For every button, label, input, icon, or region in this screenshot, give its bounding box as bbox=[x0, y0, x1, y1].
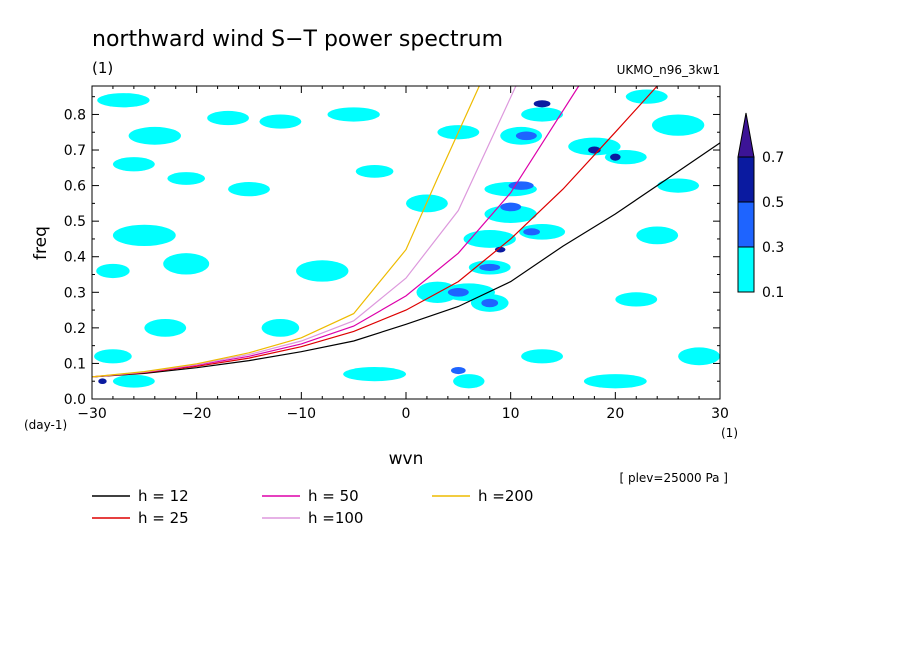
y-tick-label: 0.7 bbox=[64, 143, 86, 159]
legend-label-3: h =100 bbox=[308, 509, 363, 527]
contour-blob-38 bbox=[583, 374, 647, 389]
contour-blob-16 bbox=[355, 164, 394, 178]
y-tick-label: 0.3 bbox=[64, 285, 86, 301]
contour-blob-40 bbox=[453, 374, 485, 389]
contour-blob-51 bbox=[610, 153, 621, 161]
plot-frame bbox=[91, 85, 721, 400]
colorbar-label: 0.1 bbox=[762, 285, 784, 301]
y-tick-label: 0.4 bbox=[64, 250, 86, 266]
x-tick-label: 0 bbox=[402, 406, 411, 422]
y-tick-label: 0.1 bbox=[64, 356, 86, 372]
contour-blob-43 bbox=[479, 263, 501, 271]
contour-blob-11 bbox=[228, 182, 270, 197]
y-axis-label: freq bbox=[31, 226, 51, 260]
plev-annotation: [ plev=25000 Pa ] bbox=[619, 471, 728, 485]
contour-blob-23 bbox=[484, 205, 537, 223]
colorbar-segment-2 bbox=[737, 156, 755, 203]
x-tick-label: −10 bbox=[287, 406, 317, 422]
contour-blob-13 bbox=[296, 260, 349, 282]
contour-blob-47 bbox=[523, 228, 540, 236]
contour-blob-49 bbox=[533, 100, 551, 108]
curve-series-0 bbox=[92, 142, 720, 378]
chart-title: northward wind S−T power spectrum bbox=[92, 27, 503, 52]
y-tick-label: 0.2 bbox=[64, 321, 86, 337]
y-tick-label: 0.5 bbox=[64, 214, 86, 230]
contour-blob-39 bbox=[521, 349, 563, 364]
contour-blob-5 bbox=[96, 263, 130, 279]
contour-blob-24 bbox=[463, 230, 516, 248]
contour-blob-53 bbox=[98, 378, 107, 385]
subtitle-right: UKMO_n96_3kw1 bbox=[617, 63, 720, 77]
legend-label-4: h =200 bbox=[478, 487, 533, 505]
contour-blob-36 bbox=[615, 292, 658, 307]
x-axis-ticks: −30 −20 −10 0 10 20 30 bbox=[77, 86, 729, 422]
colorbar-label: 0.7 bbox=[762, 150, 784, 166]
contour-blob-9 bbox=[112, 374, 155, 388]
contour-blob-7 bbox=[144, 318, 187, 337]
y-unit-label: (day-1) bbox=[24, 418, 67, 432]
y-tick-label: 0.6 bbox=[64, 179, 86, 195]
x-tick-label: 30 bbox=[711, 406, 729, 422]
curve-series-1 bbox=[92, 86, 658, 378]
contour-blob-42 bbox=[500, 202, 522, 212]
curve-series-4 bbox=[92, 86, 480, 378]
y-tick-label: 0.8 bbox=[64, 107, 86, 123]
contour-blob-46 bbox=[515, 131, 537, 141]
dispersion-curves bbox=[92, 86, 720, 378]
subtitle-left: (1) bbox=[92, 59, 113, 77]
contour-blob-29 bbox=[521, 107, 563, 122]
y-axis-ticks: 0.0 0.1 0.2 0.3 0.4 0.5 0.6 0.7 0.8 bbox=[64, 96, 720, 408]
contour-blob-35 bbox=[636, 226, 679, 245]
contour-blob-8 bbox=[94, 349, 132, 364]
y-tick-label: 0.0 bbox=[64, 392, 86, 408]
legend-label-1: h = 25 bbox=[138, 509, 189, 527]
contour-blob-15 bbox=[327, 107, 380, 122]
contour-blob-45 bbox=[447, 288, 469, 297]
x-unit-label: (1) bbox=[721, 426, 738, 440]
legend-label-2: h = 50 bbox=[308, 487, 359, 505]
contour-blob-10 bbox=[207, 110, 249, 126]
contour-blob-37 bbox=[678, 347, 720, 366]
x-tick-label: −20 bbox=[182, 406, 212, 422]
colorbar-segment-0 bbox=[737, 246, 755, 293]
x-tick-label: −30 bbox=[77, 406, 107, 422]
contour-blob-4 bbox=[112, 224, 176, 247]
contour-blob-28 bbox=[519, 224, 566, 240]
colorbar-label: 0.3 bbox=[762, 240, 784, 256]
contour-blob-44 bbox=[481, 298, 499, 308]
contour-blob-0 bbox=[97, 93, 150, 108]
legend: h = 12 h = 25 h = 50 h =100 h =200 bbox=[92, 487, 533, 527]
contour-blob-48 bbox=[451, 366, 466, 375]
x-tick-label: 20 bbox=[606, 406, 624, 422]
colorbar: 0.1 0.3 0.5 0.7 bbox=[737, 112, 784, 301]
colorbar-label: 0.5 bbox=[762, 195, 784, 211]
x-tick-label: 10 bbox=[502, 406, 520, 422]
contour-blob-12 bbox=[259, 114, 302, 129]
contour-blob-33 bbox=[651, 114, 705, 136]
contour-blob-52 bbox=[494, 246, 506, 253]
contour-blob-1 bbox=[128, 126, 181, 145]
contour-blob-3 bbox=[167, 172, 206, 185]
contour-blob-19 bbox=[343, 366, 406, 382]
contour-blob-2 bbox=[112, 157, 155, 172]
contour-blob-41 bbox=[508, 181, 534, 190]
contour-blob-14 bbox=[261, 318, 300, 337]
contour-fill-layer bbox=[94, 89, 720, 389]
legend-label-0: h = 12 bbox=[138, 487, 189, 505]
colorbar-arrow bbox=[737, 112, 755, 158]
colorbar-segment-1 bbox=[737, 201, 755, 248]
contour-blob-34 bbox=[657, 178, 700, 193]
contour-blob-6 bbox=[163, 253, 210, 275]
x-axis-label: wvn bbox=[389, 449, 424, 469]
